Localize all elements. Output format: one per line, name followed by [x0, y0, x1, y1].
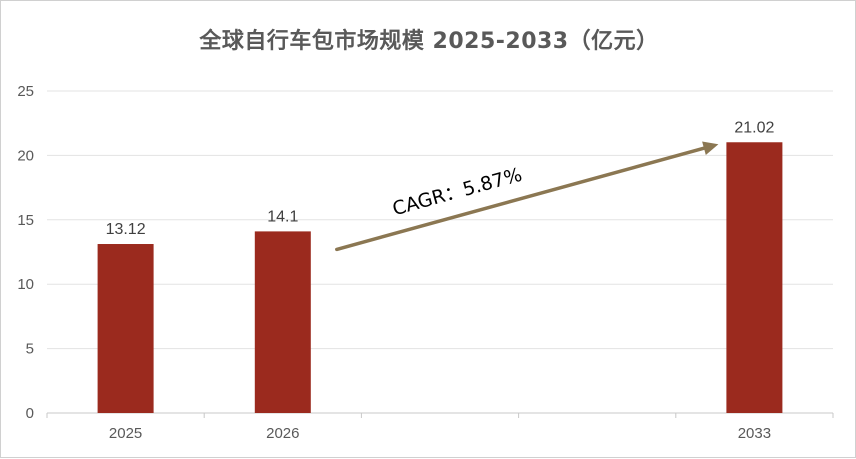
cagr-annotation: CAGR：5.87% — [390, 164, 524, 221]
data-label: 13.12 — [106, 221, 146, 238]
y-tick-label: 5 — [26, 341, 34, 358]
y-tick-label: 20 — [17, 147, 34, 164]
x-tick-label: 2025 — [109, 425, 142, 442]
y-tick-label: 0 — [26, 405, 34, 422]
bar — [254, 231, 311, 413]
x-tick-label: 2033 — [738, 425, 771, 442]
y-tick-label: 10 — [17, 276, 34, 293]
y-tick-label: 25 — [17, 83, 34, 100]
chart-title: 全球自行车包市场规模 2025-2033（亿元） — [199, 29, 659, 54]
data-label: 14.1 — [267, 208, 298, 225]
bar — [726, 142, 783, 414]
x-tick-label: 2026 — [266, 425, 299, 442]
cagr-arrow-head — [702, 141, 719, 155]
y-tick-label: 15 — [17, 212, 34, 229]
bar — [97, 244, 154, 413]
data-label: 21.02 — [734, 119, 774, 136]
cagr-arrow-line — [335, 146, 706, 252]
